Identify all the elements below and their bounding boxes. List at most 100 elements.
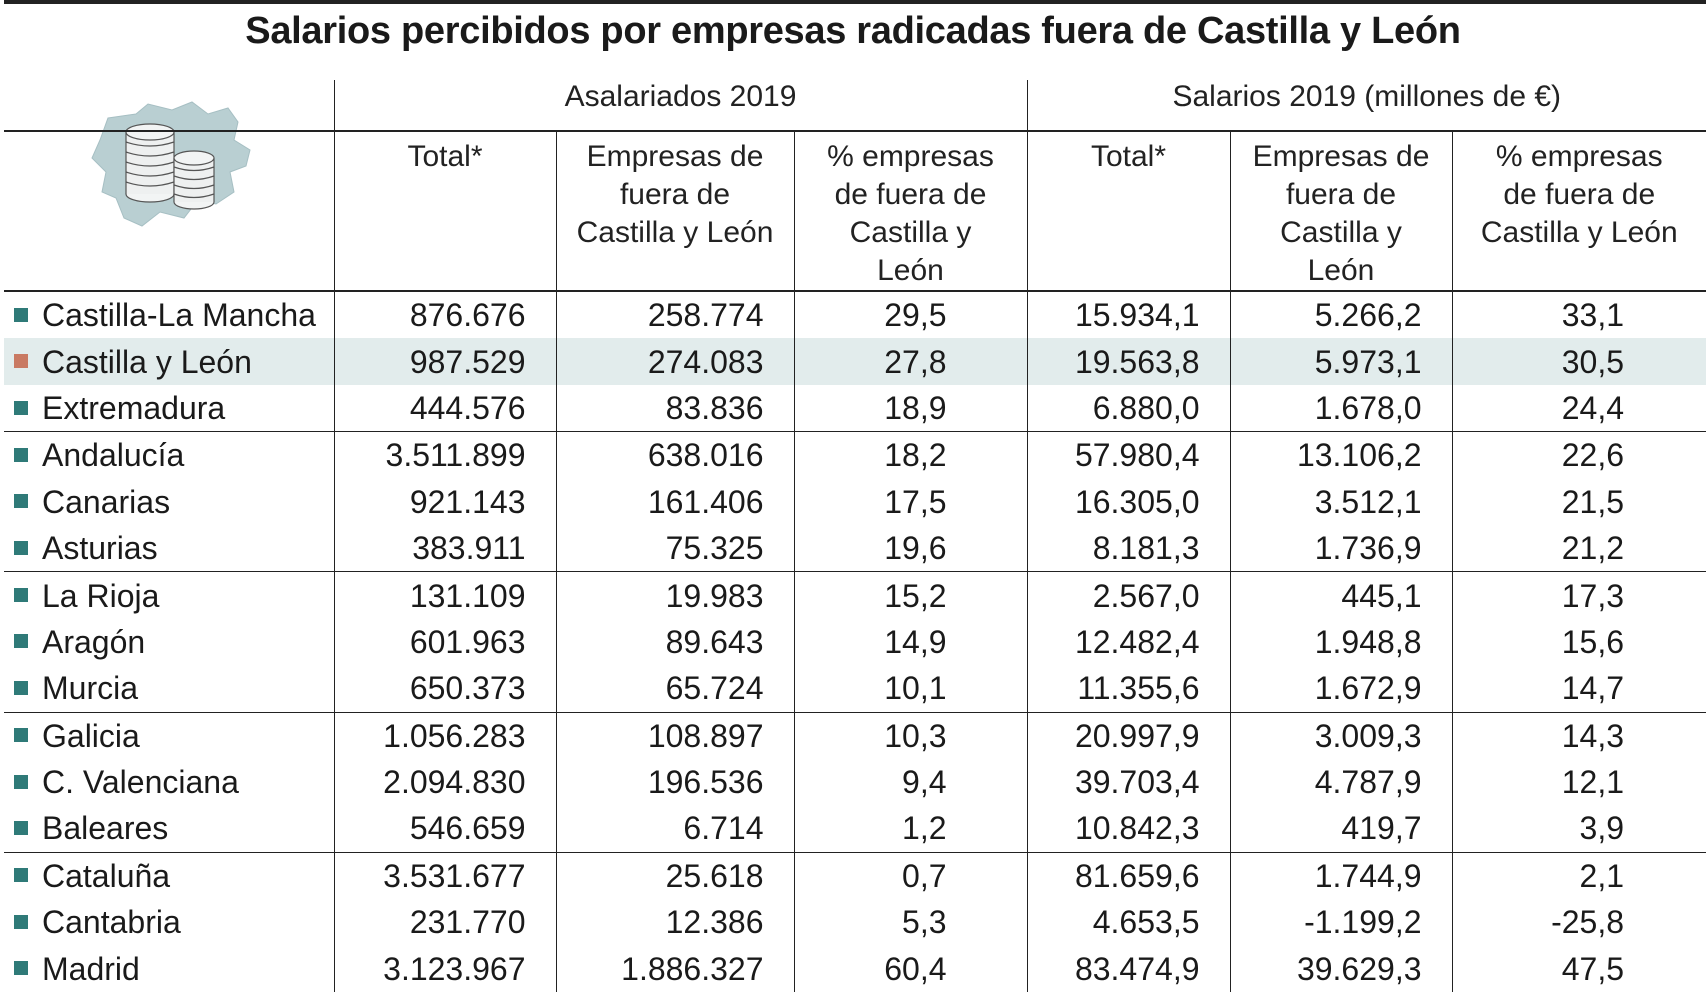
cell-asalariados-fuera: 108.897 [555, 712, 794, 759]
cell-salarios-pct: -25,8 [1451, 899, 1706, 946]
region-cell: Baleares [4, 805, 334, 853]
cell-salarios-total: 16.305,0 [1026, 478, 1230, 525]
cell-salarios-fuera: 4.787,9 [1229, 758, 1452, 806]
region-cell: Castilla-La Mancha [4, 291, 334, 338]
cell-asalariados-fuera: 25.618 [555, 852, 794, 900]
cell-salarios-pct: 12,1 [1451, 758, 1706, 806]
row-marker-square [14, 774, 28, 789]
table-row: Cataluña 3.531.677 25.618 0,7 81.659,6 1.744,… [4, 852, 1706, 900]
row-marker-square [14, 680, 28, 695]
col-header-asal-total: Total* [333, 131, 556, 292]
cell-salarios-fuera: 1.744,9 [1229, 852, 1452, 900]
cell-salarios-fuera: 13.106,2 [1229, 431, 1452, 479]
row-marker-square [14, 961, 28, 976]
cell-salarios-fuera: 419,7 [1229, 805, 1452, 853]
region-cell: Canarias [4, 479, 334, 525]
region-cell: La Rioja [4, 572, 334, 619]
cell-salarios-fuera: 5.266,2 [1229, 291, 1452, 339]
cell-asalariados-fuera: 12.386 [555, 899, 794, 946]
cell-asalariados-pct: 10,3 [793, 712, 1027, 759]
row-marker-square [14, 728, 28, 743]
cell-salarios-fuera: 445,1 [1229, 571, 1452, 619]
cell-salarios-pct: 15,6 [1451, 618, 1706, 666]
region-label: Castilla y León [42, 343, 252, 380]
region-cell: Extremadura [4, 384, 334, 433]
corner-cell-lower [4, 131, 334, 292]
cell-asalariados-pct: 19,6 [793, 524, 1027, 573]
cell-asalariados-total: 650.373 [333, 665, 556, 713]
table-row: Asturias 383.911 75.325 19,6 8.181,3 1.736,9 2… [4, 524, 1706, 573]
cell-salarios-total: 81.659,6 [1026, 852, 1230, 900]
table-row: Aragón 601.963 89.643 14,9 12.482,4 1.948,8 15… [4, 618, 1706, 666]
cell-salarios-total: 15.934,1 [1026, 291, 1230, 339]
region-label: Asturias [42, 530, 158, 567]
cell-asalariados-pct: 15,2 [793, 571, 1027, 619]
region-cell: Cantabria [4, 899, 334, 945]
cell-salarios-fuera: 3.512,1 [1229, 478, 1452, 525]
cell-asalariados-fuera: 161.406 [555, 478, 794, 525]
cell-asalariados-fuera: 258.774 [555, 291, 794, 339]
row-marker-square [14, 588, 28, 603]
cell-asalariados-pct: 1,2 [793, 805, 1027, 853]
cell-salarios-pct: 33,1 [1451, 291, 1706, 339]
region-label: Cataluña [42, 857, 171, 894]
cell-salarios-pct: 14,7 [1451, 665, 1706, 713]
region-label: Cantabria [42, 904, 181, 941]
cell-salarios-total: 11.355,6 [1026, 665, 1230, 713]
table-row: Andalucía 3.511.899 638.016 18,2 57.980,4 13.… [4, 431, 1706, 479]
row-marker-square [14, 914, 28, 929]
cell-asalariados-pct: 10,1 [793, 665, 1027, 713]
row-marker-square [14, 307, 28, 322]
cell-salarios-total: 20.997,9 [1026, 712, 1230, 759]
row-marker-square [14, 634, 28, 649]
cell-salarios-total: 10.842,3 [1026, 805, 1230, 853]
table-row: Galicia 1.056.283 108.897 10,3 20.997,9 3.009… [4, 712, 1706, 759]
table-row: Castilla y León 987.529 274.083 27,8 19.563,… [4, 338, 1706, 385]
cell-asalariados-fuera: 6.714 [555, 805, 794, 853]
region-label: Andalucía [42, 437, 185, 474]
region-label: Murcia [42, 670, 139, 707]
cell-asalariados-total: 1.056.283 [333, 712, 556, 759]
cell-asalariados-fuera: 89.643 [555, 618, 794, 666]
table-row: Madrid 3.123.967 1.886.327 60,4 83.474,9 39.6… [4, 945, 1706, 992]
data-table: Asalariados 2019 Salarios 2019 (millones… [4, 80, 1706, 992]
chart-title: Salarios percibidos por empresas radicad… [245, 10, 1461, 52]
table-row: Extremadura 444.576 83.836 18,9 6.880,0 1.678… [4, 384, 1706, 433]
cell-salarios-fuera: 3.009,3 [1229, 712, 1452, 759]
cell-asalariados-total: 131.109 [333, 571, 556, 619]
region-cell: Murcia [4, 665, 334, 713]
col-header-sal-pct: % empresas de fuera de Castilla y León [1451, 131, 1706, 292]
cell-asalariados-fuera: 1.886.327 [555, 945, 794, 992]
col-header-asal-pct: % empresas de fuera de Castilla y León [793, 131, 1027, 292]
cell-asalariados-fuera: 274.083 [555, 338, 794, 385]
table-row: C. Valenciana 2.094.830 196.536 9,4 39.703,4… [4, 758, 1706, 806]
region-cell: Asturias [4, 524, 334, 573]
top-rule [4, 0, 1706, 4]
cell-asalariados-pct: 29,5 [793, 291, 1027, 339]
row-marker-square [14, 447, 28, 462]
cell-asalariados-pct: 60,4 [793, 945, 1027, 992]
cell-salarios-pct: 3,9 [1451, 805, 1706, 853]
cell-asalariados-fuera: 83.836 [555, 384, 794, 433]
table-row: Castilla-La Mancha 876.676 258.774 29,5 15.9… [4, 291, 1706, 339]
col-header-asal-fuera: Empresas de fuera de Castilla y León [555, 131, 794, 292]
table-row: Murcia 650.373 65.724 10,1 11.355,6 1.672,9 14… [4, 665, 1706, 713]
region-label: Galicia [42, 717, 140, 754]
row-marker-square [14, 494, 28, 509]
cell-asalariados-pct: 5,3 [793, 899, 1027, 946]
cell-salarios-fuera: 1.672,9 [1229, 665, 1452, 713]
region-cell: Castilla y León [4, 338, 334, 385]
cell-asalariados-total: 3.511.899 [333, 431, 556, 479]
table-body: Castilla-La Mancha 876.676 258.774 29,5 15.9… [4, 291, 1706, 992]
region-label: Aragón [42, 623, 146, 660]
cell-asalariados-total: 3.123.967 [333, 945, 556, 992]
cell-asalariados-fuera: 75.325 [555, 524, 794, 573]
cell-salarios-total: 39.703,4 [1026, 758, 1230, 806]
region-cell: C. Valenciana [4, 759, 334, 805]
cell-salarios-fuera: 39.629,3 [1229, 945, 1452, 992]
cell-salarios-pct: 21,5 [1451, 478, 1706, 525]
cell-asalariados-fuera: 65.724 [555, 665, 794, 713]
cell-salarios-fuera: 5.973,1 [1229, 338, 1452, 385]
cell-salarios-pct: 2,1 [1451, 852, 1706, 900]
cell-asalariados-total: 546.659 [333, 805, 556, 853]
